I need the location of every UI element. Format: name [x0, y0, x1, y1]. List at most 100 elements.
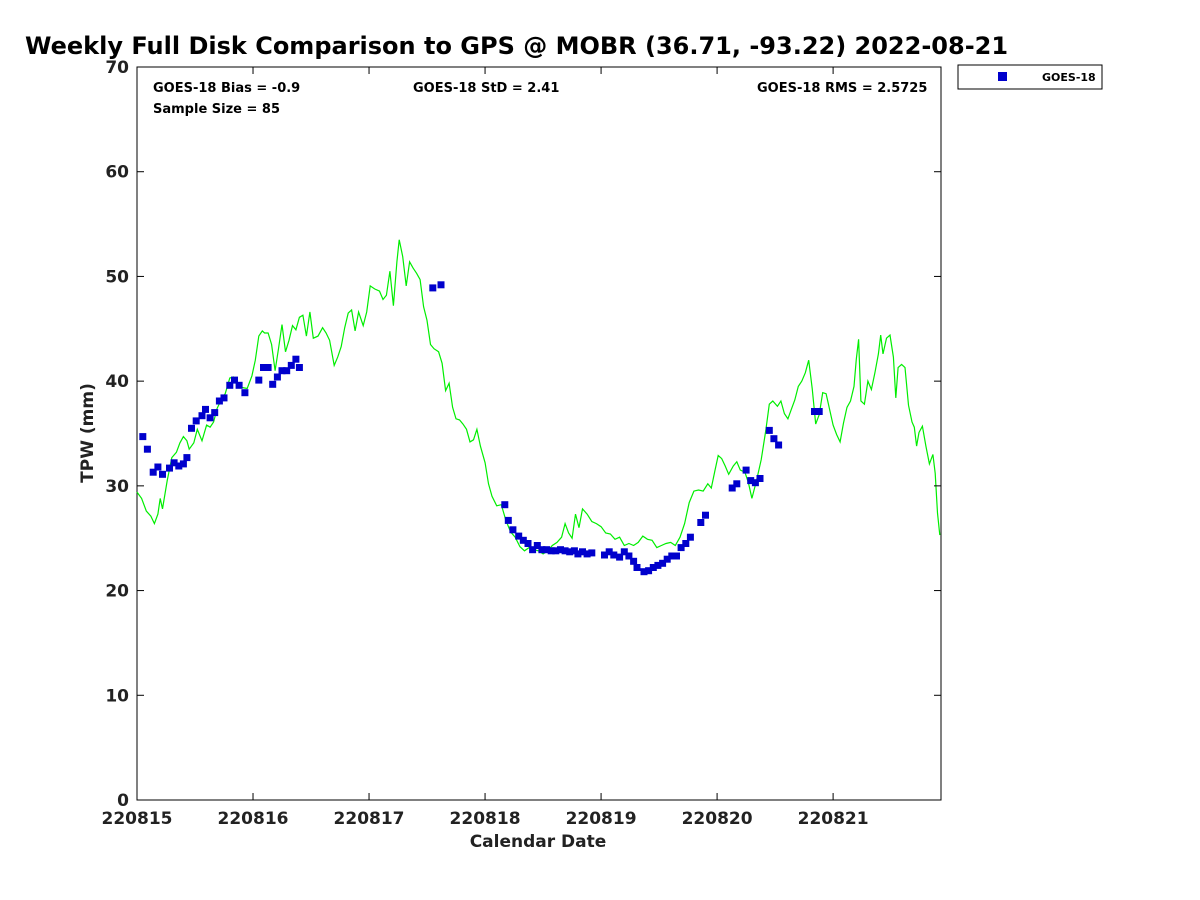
y-tick-label: 20 — [105, 582, 129, 602]
goes18-point — [566, 548, 574, 556]
axes-box — [136, 66, 942, 801]
goes18-point — [198, 412, 206, 420]
y-tick-label: 60 — [105, 163, 129, 183]
goes18-point — [273, 373, 281, 381]
x-axis-label: Calendar Date — [470, 832, 607, 852]
x-tick-label: 220819 — [566, 809, 637, 829]
goes18-point — [231, 376, 238, 384]
goes18-point — [574, 550, 582, 558]
marker-layer — [139, 281, 823, 576]
legend: GOES-18 — [957, 64, 1103, 90]
y-tick-label: 0 — [117, 791, 129, 811]
goes18-point — [640, 568, 648, 576]
goes18-point — [673, 552, 680, 560]
goes18-point — [278, 367, 286, 375]
legend-label: GOES-18 — [1042, 71, 1096, 84]
goes18-point — [264, 364, 272, 371]
goes18-point — [601, 551, 608, 559]
goes18-point — [742, 466, 750, 474]
goes18-point — [166, 464, 173, 472]
goes18-point — [815, 408, 823, 415]
goes18-point — [747, 477, 755, 485]
goes18-point — [654, 561, 662, 569]
y-axis: 0 10 20 30 40 50 60 70 — [105, 58, 941, 811]
goes18-point — [775, 441, 783, 449]
x-tick-label: 220815 — [102, 809, 173, 829]
goes18-point — [192, 417, 200, 425]
goes18-point — [677, 544, 685, 552]
goes18-point — [501, 501, 509, 509]
legend-box — [957, 64, 1103, 90]
goes18-point — [630, 557, 638, 565]
goes18-point — [211, 409, 219, 417]
goes18-point — [547, 547, 555, 555]
goes18-point — [509, 526, 517, 534]
goes18-point — [215, 397, 223, 405]
stats-annotations: GOES-18 Bias = -0.9 Sample Size = 85 GOE… — [153, 81, 927, 117]
goes18-point — [552, 547, 560, 555]
goes18-point — [226, 381, 234, 389]
goes18-point — [811, 408, 818, 415]
goes18-point — [269, 380, 277, 388]
goes18-point — [770, 435, 778, 443]
goes18-point — [183, 454, 191, 462]
x-axis: 220815 220816 220817 220818 220819 220820 2208… — [102, 67, 869, 829]
goes18-point — [625, 552, 633, 560]
goes18-point — [645, 567, 653, 575]
goes18-point — [702, 511, 709, 519]
goes18-point — [524, 540, 532, 547]
goes18-point — [659, 559, 667, 567]
goes18-point — [756, 475, 764, 482]
gps-tpw-line — [136, 239, 941, 555]
goes18-point — [295, 364, 303, 371]
goes18-point — [175, 462, 183, 470]
goes18-point — [663, 555, 671, 563]
goes18-point — [765, 426, 773, 434]
goes18-point — [179, 460, 187, 468]
goes18-point — [519, 536, 527, 544]
goes18-point — [561, 547, 569, 555]
y-tick-label: 30 — [105, 477, 129, 497]
goes18-point — [139, 433, 147, 441]
chart-title: Weekly Full Disk Comparison to GPS @ MOB… — [25, 32, 1008, 60]
goes18-point — [283, 367, 291, 375]
goes18-point — [260, 364, 267, 371]
goes18-point — [202, 405, 209, 413]
goes18-point — [686, 533, 694, 541]
x-tick-label: 220820 — [682, 809, 753, 829]
y-tick-label: 40 — [105, 372, 129, 392]
goes18-point — [733, 480, 741, 488]
goes18-point — [515, 532, 523, 540]
goes18-point — [616, 553, 624, 561]
legend-marker — [998, 72, 1007, 81]
goes18-point — [188, 424, 195, 432]
goes18-point — [751, 479, 759, 487]
goes18-point — [682, 540, 690, 547]
goes18-point — [633, 564, 641, 571]
goes18-point — [697, 519, 705, 526]
goes18-point — [557, 546, 564, 554]
goes18-point — [610, 551, 618, 559]
goes18-point — [149, 468, 157, 476]
goes18-point — [533, 542, 541, 549]
goes18-point — [588, 549, 596, 557]
goes18-point — [529, 546, 537, 554]
goes18-point — [241, 389, 249, 397]
x-tick-label: 220817 — [334, 809, 405, 829]
gps-line-layer — [136, 239, 941, 555]
goes18-point — [579, 548, 586, 556]
x-tick-label: 220816 — [218, 809, 289, 829]
goes18-point — [235, 381, 243, 389]
goes18-point — [143, 445, 151, 453]
goes18-point — [220, 394, 228, 402]
y-tick-label: 10 — [105, 686, 129, 706]
plot-area — [136, 66, 942, 801]
goes18-point — [605, 548, 613, 556]
sample-size-annotation: Sample Size = 85 — [153, 102, 280, 117]
rms-annotation: GOES-18 RMS = 2.5725 — [757, 81, 927, 96]
goes18-point — [206, 414, 214, 422]
goes18-point — [583, 550, 591, 558]
goes18-point — [538, 546, 546, 554]
goes18-point — [255, 376, 263, 384]
